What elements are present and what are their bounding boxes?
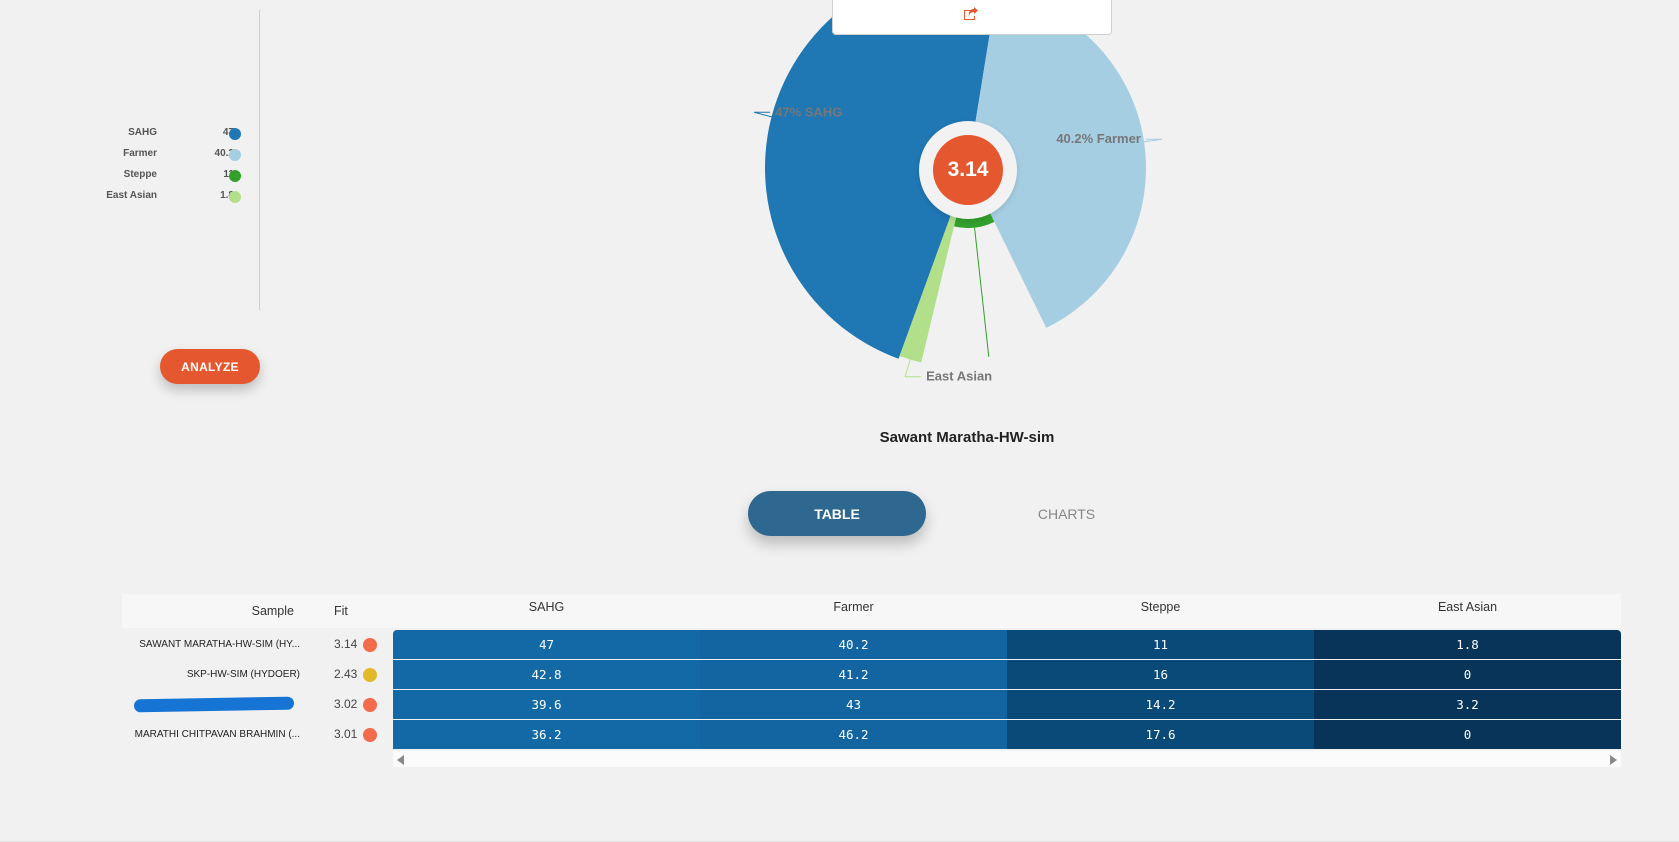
export-panel	[832, 0, 1112, 35]
table-cell: 36.2	[393, 720, 700, 749]
table-cell: 40.2	[700, 630, 1007, 659]
legend-label: Farmer	[123, 148, 157, 159]
legend-color-dot	[229, 128, 241, 140]
tab-charts[interactable]: CHARTS	[1037, 506, 1096, 522]
legend-value: 40.2	[214, 148, 234, 159]
table-cell: 47	[393, 630, 700, 659]
pie-slice-sahg[interactable]	[765, 0, 1000, 359]
fit-value: 3.01	[334, 727, 358, 741]
legend-item: Steppe 11	[110, 166, 250, 187]
sample-name: SAWANT MARATHA-HW-SIM (HY...	[139, 639, 300, 650]
column-header-steppe[interactable]: Steppe	[1140, 600, 1181, 614]
chart-title: Sawant Maratha-HW-sim	[879, 429, 1055, 446]
table-row[interactable]: MARATHI CHITPAVAN BRAHMIN (... 3.01 36.2 46…	[122, 720, 1621, 749]
table-cell: 16	[1007, 660, 1314, 689]
tab-table[interactable]: TABLE	[748, 491, 926, 536]
legend: SAHG 47 Farmer 40.2 Steppe 11 East Asian…	[106, 124, 250, 208]
table-cell: 1.8	[1314, 630, 1621, 659]
redaction-mark	[133, 696, 295, 713]
share-icon[interactable]	[963, 6, 979, 22]
column-header-sample[interactable]: Sample	[251, 604, 294, 618]
table-cell: 3.2	[1314, 690, 1621, 719]
column-header-fit[interactable]: Fit	[334, 604, 348, 618]
table-row[interactable]: 3.02 39.6 43 14.2 3.2	[122, 690, 1621, 719]
table-cell: 43	[700, 690, 1007, 719]
legend-item: East Asian 1.8	[106, 187, 250, 208]
leader-line	[1142, 138, 1162, 143]
fit-status-dot	[363, 668, 377, 682]
scroll-right-icon[interactable]	[1610, 755, 1617, 765]
legend-color-dot	[229, 191, 241, 203]
leader-line	[904, 357, 922, 378]
legend-label: East Asian	[106, 190, 157, 201]
table-cell: 14.2	[1007, 690, 1314, 719]
legend-item: SAHG 47	[110, 124, 250, 145]
leader-line	[754, 111, 774, 118]
table-cell: 39.6	[393, 690, 700, 719]
fit-score-badge: 3.14	[919, 121, 1017, 219]
pie-slice-east-asian[interactable]	[899, 168, 968, 363]
pie-label-sahg: 47% SAHG	[775, 104, 842, 119]
column-header-east-asian[interactable]: East Asian	[1437, 600, 1498, 614]
pie-label-farmer: 40.2% Farmer	[1056, 131, 1141, 146]
sample-name	[122, 690, 300, 719]
table-row[interactable]: SKP-HW-SIM (HYDOER) 2.43 42.8 41.2 16 0	[122, 660, 1621, 689]
pie-chart: 47% SAHG 40.2% Farmer East Asian	[754, 0, 1162, 384]
fit-status-dot	[363, 728, 377, 742]
table-cell: 46.2	[700, 720, 1007, 749]
table-row[interactable]: SAWANT MARATHA-HW-SIM (HY... 3.14 47 40.2 11…	[122, 630, 1621, 659]
legend-color-dot	[229, 149, 241, 161]
legend-value: 1.8	[220, 190, 234, 201]
horizontal-scrollbar[interactable]	[393, 751, 1621, 767]
legend-value: 11	[194, 169, 234, 180]
fit-status-dot	[363, 638, 377, 652]
table-cell: 17.6	[1007, 720, 1314, 749]
legend-label: SAHG	[128, 127, 157, 138]
sample-name: MARATHI CHITPAVAN BRAHMIN (...	[134, 729, 300, 740]
pie-label-east-asian: East Asian	[926, 369, 992, 384]
legend-color-dot	[229, 170, 241, 182]
analyze-button[interactable]: ANALYZE	[160, 349, 260, 384]
table-cell: 0	[1314, 660, 1621, 689]
column-header-sahg[interactable]: SAHG	[528, 600, 565, 614]
fit-status-dot	[363, 698, 377, 712]
table-cell: 42.8	[393, 660, 700, 689]
legend-label: Steppe	[123, 169, 157, 180]
table-cell: 11	[1007, 630, 1314, 659]
legend-value: 47	[194, 127, 234, 138]
fit-value: 2.43	[334, 667, 358, 681]
table-cell: 0	[1314, 720, 1621, 749]
table-header: Sample Fit SAHG Farmer Steppe East Asian	[122, 594, 1621, 628]
scroll-left-icon[interactable]	[397, 755, 404, 765]
column-header-farmer[interactable]: Farmer	[833, 600, 874, 614]
fit-value: 3.14	[334, 637, 358, 651]
legend-divider	[259, 10, 260, 310]
table-cell: 41.2	[700, 660, 1007, 689]
legend-item: Farmer 40.2	[110, 145, 250, 166]
pie-slice-farmer[interactable]	[968, 0, 1146, 328]
leader-line	[974, 227, 990, 357]
sample-name: SKP-HW-SIM (HYDOER)	[186, 669, 300, 680]
fit-value: 3.02	[334, 697, 358, 711]
fit-score-value: 3.14	[933, 135, 1003, 205]
